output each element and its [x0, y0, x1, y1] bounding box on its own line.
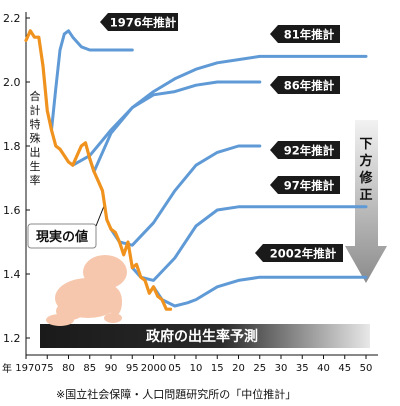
projection-tag-label: 97年推計	[284, 179, 335, 193]
projection-tag-label: 86年推計	[284, 79, 335, 93]
y-tick-label: 1.4	[3, 268, 21, 281]
projection-tag-label: 2002年推計	[270, 247, 337, 261]
x-tick-label: 90	[105, 363, 118, 374]
x-tick-label: 50	[360, 363, 373, 374]
x-tick-label: 75	[41, 363, 54, 374]
y-axis-label-char: 出	[30, 145, 41, 159]
x-tick-label: 85	[83, 363, 96, 374]
baby-illustration	[46, 255, 127, 326]
actual-label-box: 現実の値	[27, 205, 105, 249]
arrow-label-char: 方	[359, 153, 372, 169]
projection-tag-label: 92年推計	[284, 144, 335, 158]
projection-line-4	[109, 144, 262, 247]
projection-tag: 92年推計	[270, 141, 340, 159]
x-tick-label: 25	[253, 363, 266, 374]
projection-tag: 97年推計	[270, 176, 340, 194]
projection-tag-label: 81年推計	[284, 28, 335, 42]
arrow-label-char: 正	[359, 188, 372, 203]
projection-tag-label: 1976年推計	[110, 16, 177, 30]
x-tick-label: 45	[338, 363, 351, 374]
y-axis-label-char: 合	[30, 89, 41, 103]
y-tick-label: 1.2	[3, 332, 21, 345]
x-tick-label: 1970	[15, 363, 40, 374]
y-tick-label: 1.6	[3, 204, 21, 217]
x-axis-prefix: 年	[2, 362, 12, 375]
projection-tag: 86年推計	[270, 76, 340, 94]
x-tick-label: 35	[296, 363, 309, 374]
x-tick-label: 2000	[141, 363, 166, 374]
projection-tag: 81年推計	[270, 25, 340, 43]
actual-label: 現実の値	[36, 229, 88, 245]
y-tick-label: 2.0	[3, 76, 21, 89]
projection-tag: 2002年推計	[255, 244, 343, 262]
y-tick-label: 2.2	[3, 12, 21, 25]
y-tick-label: 1.8	[3, 140, 21, 153]
x-tick-label: 30	[275, 363, 288, 374]
y-axis-label-char: 計	[30, 103, 41, 117]
x-tick-label: 05	[168, 363, 181, 374]
y-axis-label-char: 殊	[30, 131, 41, 145]
arrow-label-char: 修	[358, 170, 373, 186]
x-tick-label: 95	[126, 363, 139, 374]
x-tick-label: 10	[190, 363, 203, 374]
projection-line-6	[152, 275, 368, 308]
y-axis-label-char: 率	[30, 173, 41, 187]
footer-note: ※国立社会保障・人口問題研究所の「中位推計」	[56, 388, 297, 401]
projection-tag: 1976年推計	[100, 13, 178, 31]
band-label: 政府の出生率予測	[146, 328, 258, 345]
x-tick-label: 40	[317, 363, 330, 374]
y-axis-label-char: 特	[30, 117, 41, 131]
projection-line-3	[88, 80, 262, 174]
arrow-label-char: 下	[359, 137, 372, 152]
downward-arrow	[345, 120, 387, 283]
actual-series-line	[24, 29, 173, 311]
x-tick-label: 80	[62, 363, 75, 374]
y-axis-label-char: 生	[30, 159, 41, 173]
projection-band	[40, 324, 370, 348]
x-tick-label: 20	[232, 363, 245, 374]
x-tick-label: 15	[211, 363, 224, 374]
projection-line-1	[50, 29, 134, 132]
projection-line-5	[130, 205, 368, 282]
